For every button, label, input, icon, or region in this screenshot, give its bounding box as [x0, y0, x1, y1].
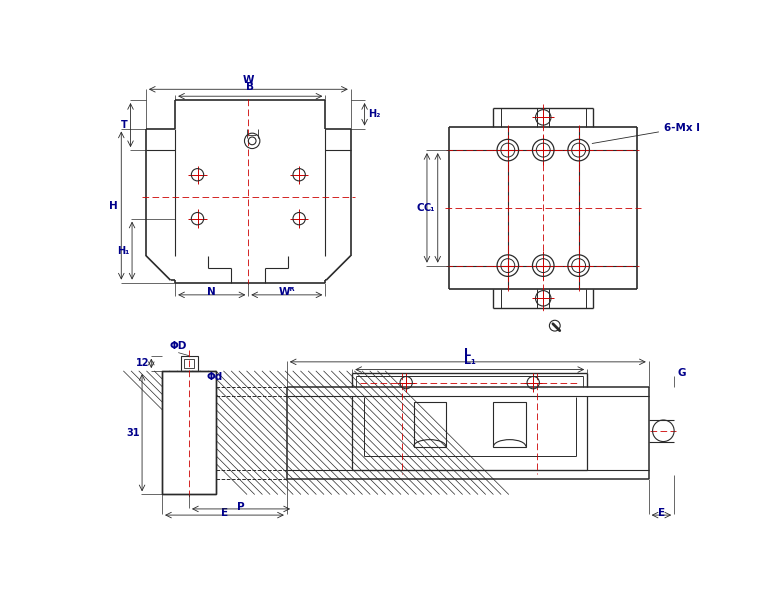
Bar	[185, 359, 194, 368]
Text: 12: 12	[136, 358, 149, 368]
Text: B: B	[246, 83, 254, 93]
Text: ΦD: ΦD	[169, 341, 187, 351]
Text: L: L	[464, 348, 471, 358]
Text: H: H	[109, 201, 119, 211]
Bar	[162, 371, 216, 494]
Text: 6-Mx l: 6-Mx l	[592, 123, 700, 143]
Text: E: E	[221, 508, 228, 518]
Text: P: P	[237, 502, 245, 512]
Text: 31: 31	[126, 428, 140, 438]
Bar	[162, 371, 216, 494]
Text: C₁: C₁	[424, 203, 436, 213]
Text: H₁: H₁	[117, 245, 129, 255]
Text: E: E	[658, 508, 665, 518]
Text: H₂: H₂	[368, 109, 380, 119]
Text: W: W	[243, 75, 254, 84]
Text: T: T	[121, 120, 128, 130]
Text: Wᴿ: Wᴿ	[279, 287, 295, 297]
Bar	[180, 356, 197, 371]
Text: C: C	[417, 203, 424, 213]
Bar	[162, 371, 216, 494]
Bar	[494, 402, 526, 447]
Text: N: N	[207, 287, 216, 297]
Text: L₁: L₁	[464, 356, 476, 366]
Text: G: G	[677, 368, 686, 378]
Text: Φd: Φd	[206, 372, 223, 382]
Bar	[413, 402, 446, 447]
